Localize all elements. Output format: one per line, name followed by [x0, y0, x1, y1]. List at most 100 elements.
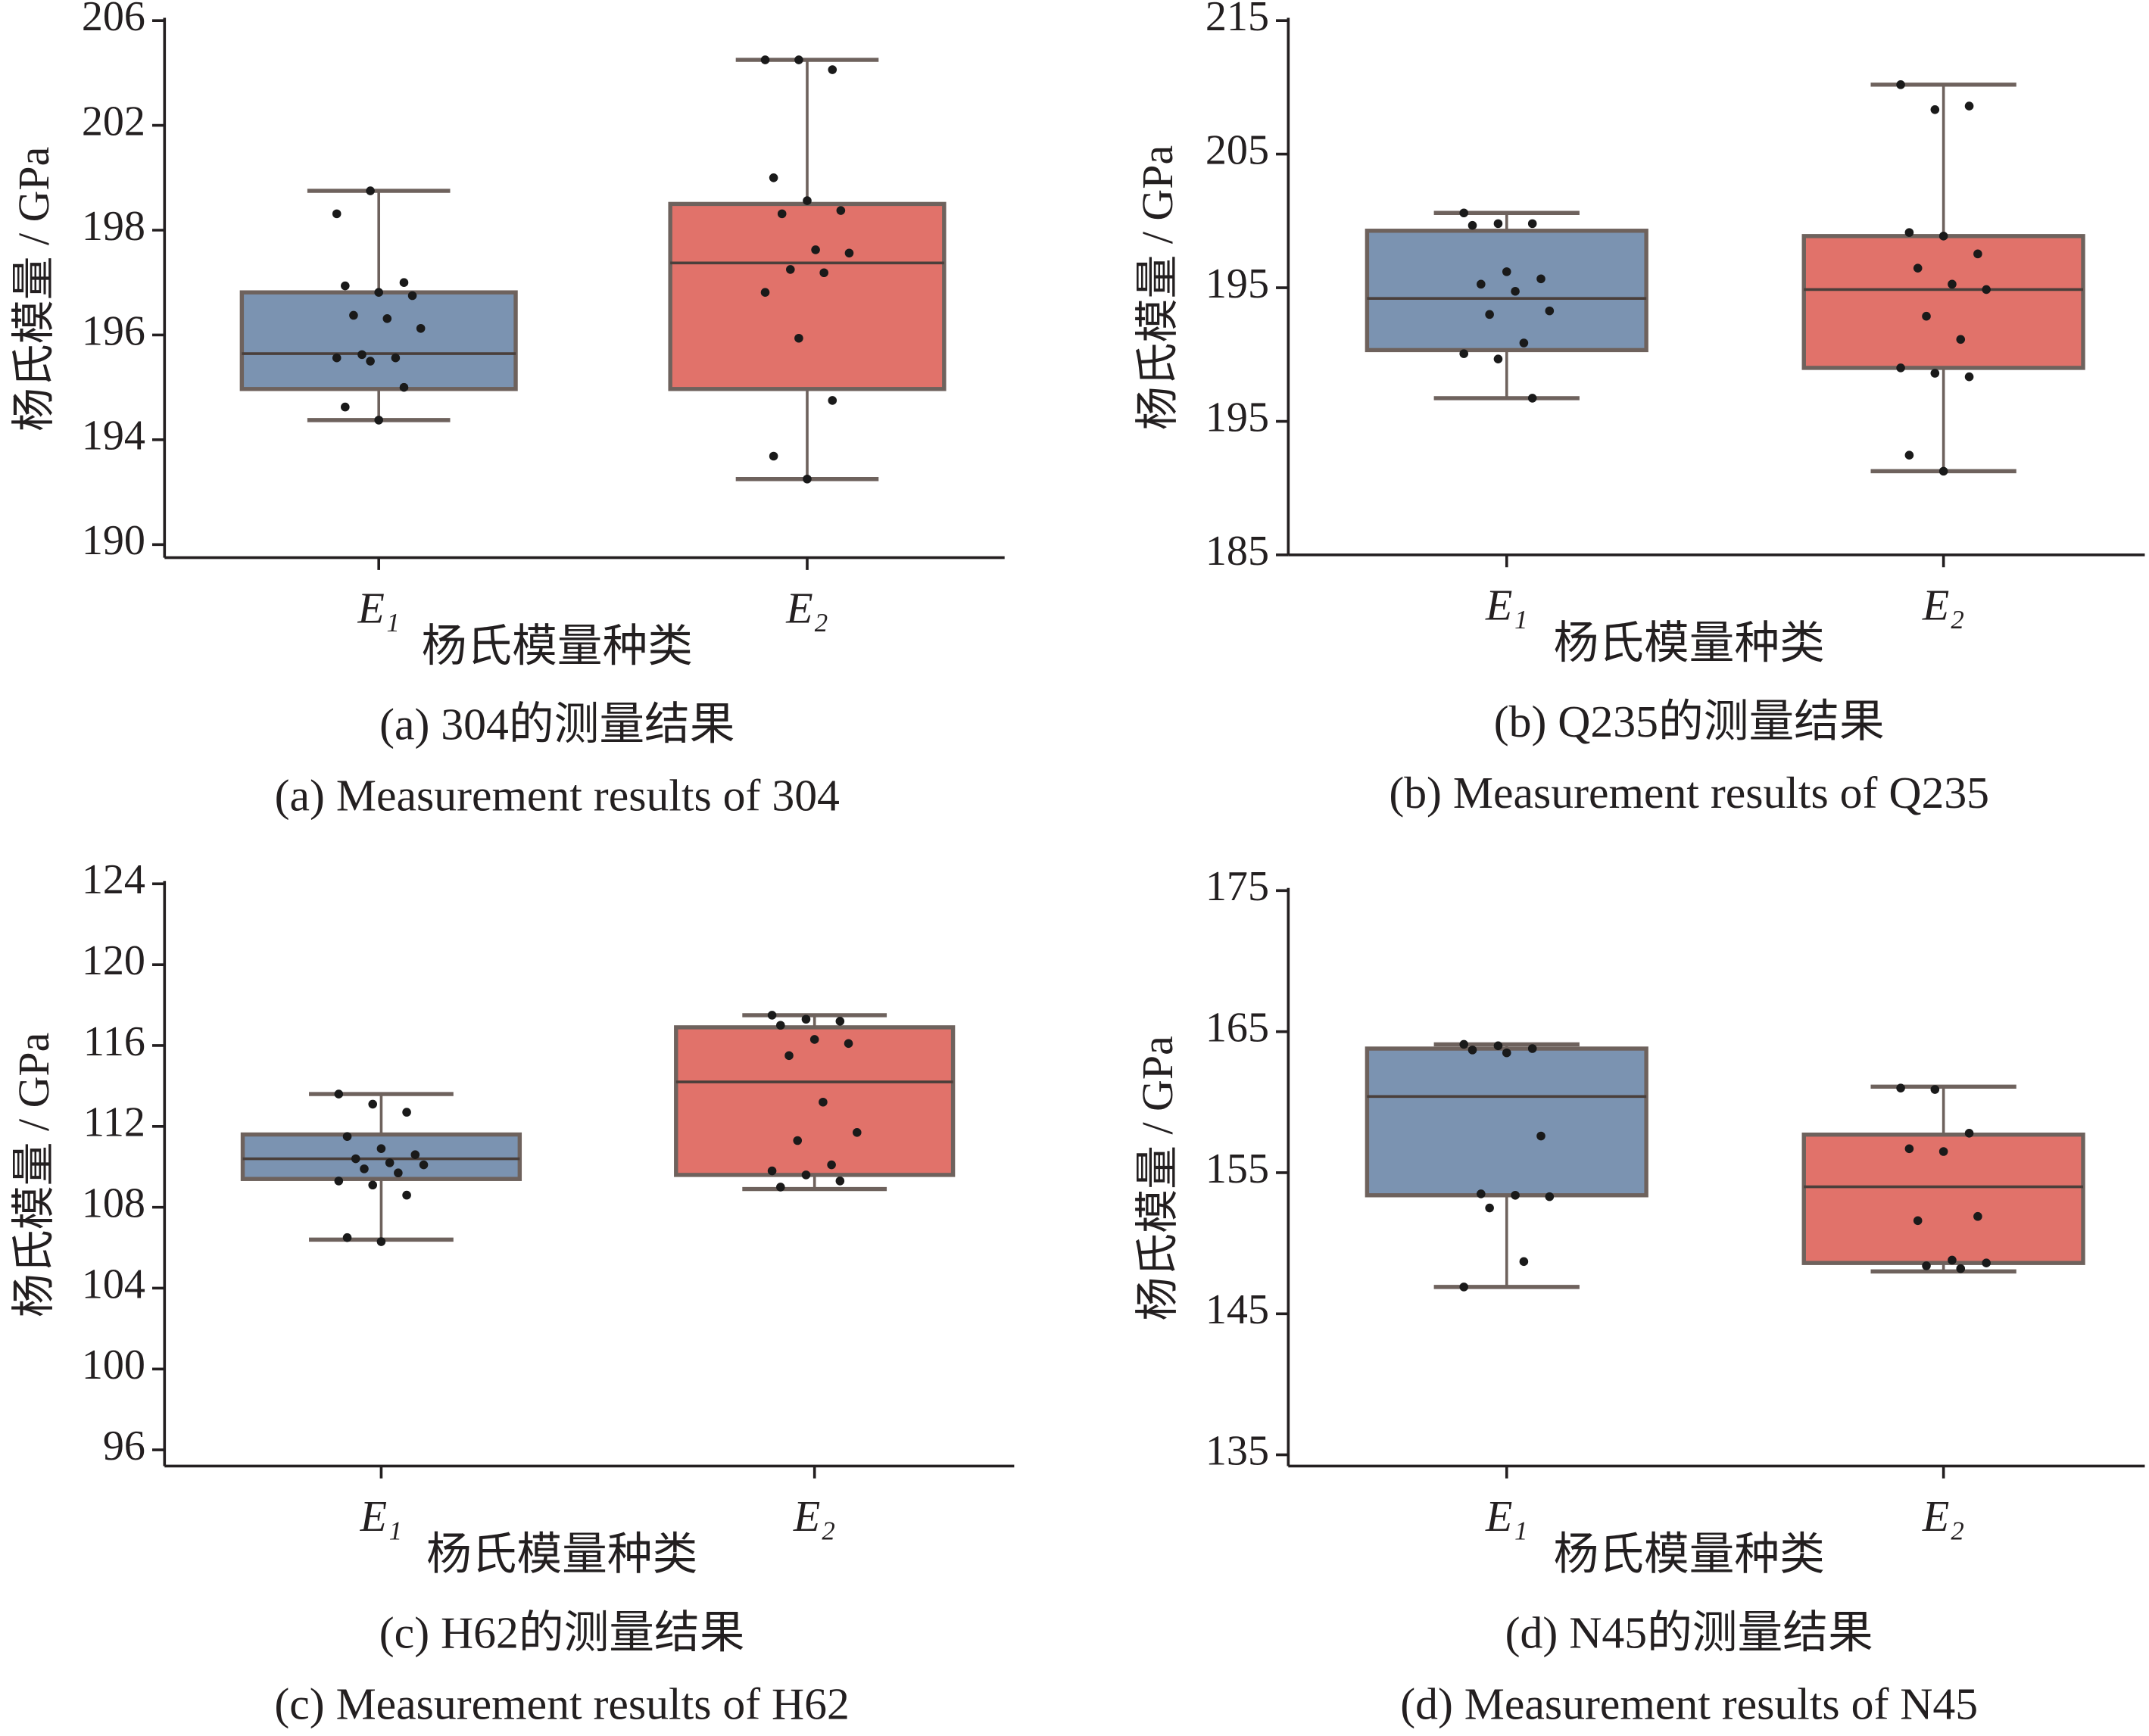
- point: [1493, 1041, 1503, 1051]
- point: [1519, 338, 1529, 348]
- point: [1922, 1261, 1931, 1270]
- caption-en: (b) Measurement results of Q235: [1389, 768, 1989, 818]
- y-tick-label: 108: [82, 1180, 145, 1226]
- point: [1536, 274, 1545, 284]
- point: [342, 1132, 352, 1141]
- point: [391, 353, 401, 363]
- point: [357, 350, 366, 360]
- point: [1502, 267, 1511, 276]
- point: [794, 333, 803, 343]
- point: [1973, 249, 1982, 259]
- point: [402, 1190, 411, 1200]
- point: [767, 1011, 777, 1020]
- point: [1973, 1211, 1982, 1221]
- point: [376, 1237, 386, 1246]
- point: [776, 1021, 785, 1030]
- point: [1459, 349, 1468, 358]
- point: [794, 55, 803, 64]
- point: [828, 65, 837, 74]
- y-axis-label: 杨氏模量 / GPa: [1133, 145, 1182, 430]
- y-tick-label: 165: [1205, 1005, 1269, 1052]
- point: [1527, 219, 1537, 229]
- point: [1956, 335, 1966, 344]
- y-tick-label: 194: [82, 413, 145, 460]
- caption: (d) N45的测量结果: [1505, 1607, 1873, 1657]
- point: [407, 291, 417, 301]
- point: [351, 1154, 360, 1164]
- point: [1964, 101, 1974, 111]
- point: [844, 1039, 853, 1049]
- point: [844, 248, 854, 258]
- point: [1467, 220, 1477, 230]
- y-tick-label: 124: [82, 856, 145, 903]
- point: [1913, 263, 1923, 273]
- point: [342, 1233, 352, 1242]
- point: [1459, 1283, 1468, 1292]
- point: [1511, 286, 1520, 296]
- point: [1904, 1144, 1914, 1154]
- point: [1930, 104, 1940, 114]
- x-tick-label: E₁: [1485, 1491, 1528, 1541]
- x-tick-label: E₁: [1485, 581, 1528, 630]
- y-axis-label: 杨氏模量 / GPa: [1133, 1036, 1182, 1320]
- point: [385, 1158, 395, 1167]
- box: [668, 201, 947, 391]
- x-tick-label: E₂: [1922, 1491, 1965, 1541]
- point: [803, 474, 812, 484]
- point: [1545, 306, 1555, 316]
- point: [1459, 1039, 1468, 1049]
- box: [1801, 234, 2085, 370]
- point: [1938, 232, 1948, 241]
- point: [1948, 279, 1957, 289]
- point: [1459, 208, 1468, 218]
- point: [769, 173, 778, 182]
- y-tick-label: 195: [1205, 394, 1269, 441]
- point: [1477, 279, 1486, 289]
- point: [374, 416, 383, 425]
- point: [1485, 310, 1494, 319]
- y-tick-label: 175: [1205, 863, 1269, 910]
- point: [1913, 1216, 1923, 1226]
- point: [349, 310, 358, 320]
- y-tick-label: 202: [82, 98, 145, 145]
- caption: (a) 304的测量结果: [379, 700, 735, 750]
- point: [1536, 1131, 1545, 1141]
- point: [801, 1014, 811, 1024]
- y-tick-label: 120: [82, 937, 145, 984]
- point: [784, 1051, 794, 1061]
- x-axis-label: 杨氏模量种类: [1554, 1529, 1825, 1579]
- caption: (b) Q235的测量结果: [1494, 697, 1885, 746]
- point: [793, 1136, 803, 1145]
- x-axis-label: 杨氏模量种类: [1554, 619, 1825, 669]
- x-tick-label: E₂: [1922, 581, 1965, 630]
- point: [760, 55, 770, 64]
- point: [1519, 1257, 1529, 1267]
- x-tick-label: E₁: [360, 1491, 403, 1541]
- point: [1922, 311, 1931, 321]
- point: [382, 314, 392, 323]
- caption: (c) H62的测量结果: [379, 1607, 745, 1657]
- y-tick-label: 155: [1205, 1145, 1269, 1192]
- point: [786, 265, 795, 274]
- y-axis-label: 杨氏模量 / GPa: [9, 1033, 58, 1317]
- point: [1896, 363, 1905, 372]
- point: [1938, 1147, 1948, 1156]
- point: [1527, 1044, 1537, 1053]
- point: [835, 1177, 845, 1186]
- point: [767, 1166, 777, 1176]
- caption-en: (d) Measurement results of N45: [1400, 1679, 1978, 1729]
- caption-en: (c) Measurement results of H62: [274, 1679, 850, 1729]
- point: [809, 1035, 819, 1044]
- point: [332, 353, 342, 363]
- point: [1467, 1046, 1477, 1055]
- point: [334, 1089, 344, 1099]
- point: [341, 402, 350, 412]
- point: [332, 209, 342, 219]
- y-tick-label: 206: [82, 0, 145, 40]
- point: [1948, 1255, 1957, 1265]
- point: [760, 288, 770, 297]
- point: [1964, 1129, 1974, 1138]
- box: [1801, 1132, 2085, 1265]
- point: [803, 196, 812, 205]
